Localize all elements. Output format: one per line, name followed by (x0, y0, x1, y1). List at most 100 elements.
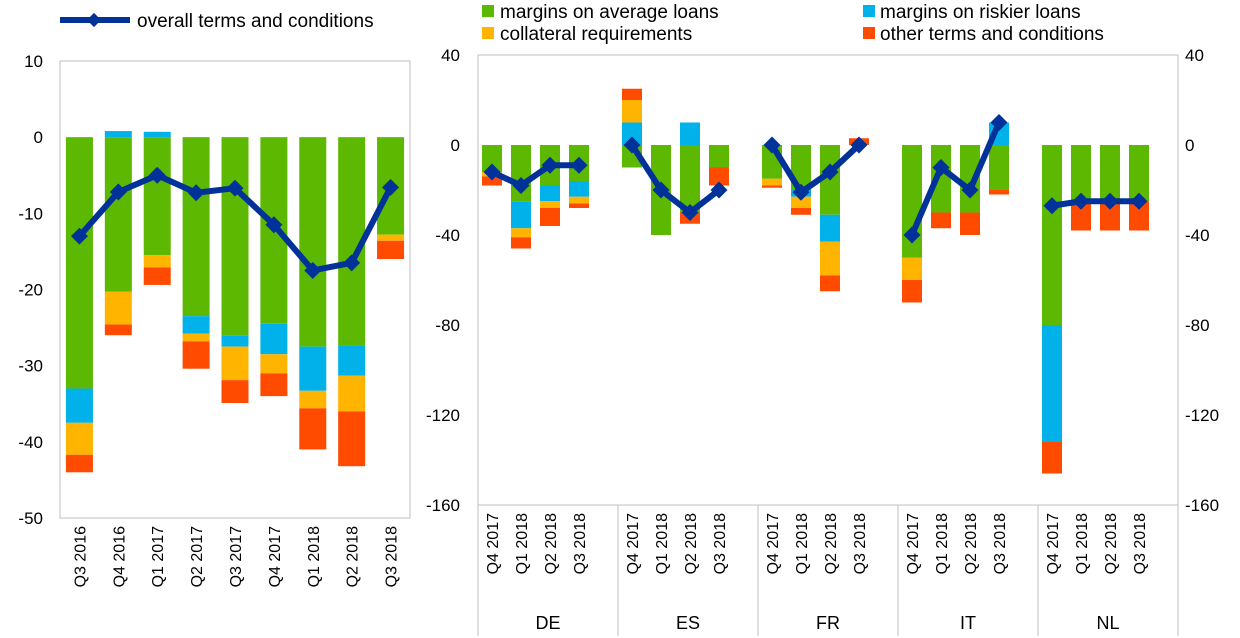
left-bar-margins-avg (182, 137, 210, 317)
right-chart: 40 40 0 0 -40 -40 -80 -80 -120 -120 -160 -160 Q4 201… (426, 46, 1219, 636)
country-label: NL (1096, 613, 1119, 633)
right-es-bar-margins-riskier (680, 122, 700, 145)
right-overall-es-marker (623, 136, 641, 154)
legend-label-collateral: collateral requirements (500, 24, 692, 45)
left-xtick-label: Q2 2018 (345, 526, 362, 587)
right-overall-it-marker (961, 181, 979, 199)
right-xtick-label: Q1 2018 (654, 513, 671, 574)
right-nl-bar-other (1129, 201, 1149, 231)
right-nl-bar-other (1071, 201, 1091, 231)
legend-label-other: other terms and conditions (880, 24, 1104, 45)
right-xtick-label: Q1 2018 (794, 513, 811, 574)
right-ytick-label-right: -120 (1185, 406, 1219, 425)
right-de-bar-other (511, 237, 531, 249)
right-de-bar-other (569, 203, 589, 208)
right-it-bar-margins-avg (931, 145, 951, 213)
right-it-bar-other (902, 280, 922, 303)
right-it-bar-margins-avg (960, 145, 980, 213)
right-nl-bar-margins-avg (1129, 145, 1149, 202)
right-overall-nl-line (1051, 198, 1139, 209)
right-ytick-label-left: -160 (426, 496, 460, 515)
right-overall-it-line (909, 121, 1002, 237)
right-nl-bar-margins-riskier (1042, 325, 1062, 442)
right-xtick-label: Q4 2017 (625, 513, 642, 574)
right-ytick-label-left: -120 (426, 406, 460, 425)
right-de-bar-collateral (569, 196, 589, 204)
right-xtick-label: Q2 2018 (823, 513, 840, 574)
right-ytick-label-right: -80 (1185, 316, 1210, 335)
left-ytick-label: 10 (24, 52, 43, 71)
right-nl-bar-other (1042, 442, 1062, 474)
right-fr-bar-other (762, 185, 782, 188)
left-overall-marker (304, 261, 322, 279)
legend-item-other: other terms and conditions (863, 24, 1104, 45)
left-xtick-label: Q3 2017 (228, 526, 245, 587)
left-xtick-label: Q3 2016 (72, 526, 89, 587)
left-overall-marker (226, 179, 244, 197)
right-es-bar-collateral (622, 100, 642, 123)
left-bar-other (338, 411, 366, 467)
legend-swatch-other (863, 27, 875, 39)
left-bar-margins-riskier (104, 131, 132, 138)
left-bar-margins-riskier (260, 323, 288, 355)
left-bar-margins-avg (65, 137, 93, 389)
left-bar-collateral (65, 422, 93, 455)
right-xtick-label: Q2 2018 (683, 513, 700, 574)
country-label: IT (960, 613, 976, 633)
right-overall-es-line (629, 143, 721, 216)
right-fr-bar-margins-riskier (820, 214, 840, 242)
right-xtick-label: Q2 2018 (543, 513, 560, 574)
left-overall-marker (265, 216, 283, 234)
right-overall-it-marker (903, 226, 921, 244)
legend-swatch-margins-riskier (863, 5, 875, 17)
right-es-bar-other (709, 167, 729, 186)
right-ytick-label-left: -40 (435, 226, 460, 245)
country-label: ES (676, 613, 700, 633)
right-xtick-label: Q1 2018 (1074, 513, 1091, 574)
right-it-bar-other (931, 212, 951, 229)
country-label: DE (535, 613, 560, 633)
right-overall-fr-marker (792, 183, 810, 201)
left-xtick-label: Q1 2017 (150, 526, 167, 587)
left-bar-collateral (377, 234, 405, 241)
right-de-bar-other (540, 208, 560, 226)
right-xtick-label: Q3 2018 (992, 513, 1009, 574)
left-bar-other (104, 324, 132, 336)
left-overall-marker (343, 254, 361, 272)
left-bar-collateral (338, 375, 366, 412)
left-bar-other (65, 454, 93, 473)
legend-swatch-collateral (482, 27, 494, 39)
left-ytick-label: -40 (18, 433, 43, 452)
legend-item-margins-riskier: margins on riskier loans (863, 2, 1081, 23)
right-de-bar-margins-riskier (540, 185, 560, 202)
left-overall-marker (70, 227, 88, 245)
left-bar-margins-avg (143, 137, 171, 256)
right-it-bar-other (989, 190, 1009, 195)
right-fr-bar-other (791, 208, 811, 215)
right-de-bar-collateral (540, 201, 560, 208)
right-overall-de-marker (570, 156, 588, 174)
left-bar-other (377, 240, 405, 260)
right-ytick-label-left: 40 (441, 46, 460, 65)
right-de-bar-margins-avg (482, 145, 502, 172)
left-plot-frame (59, 60, 411, 519)
left-overall-marker (148, 166, 166, 184)
right-nl-bar-margins-avg (1042, 145, 1062, 325)
left-bar-other (221, 380, 249, 403)
right-overall-es-marker (681, 204, 699, 221)
right-fr-bar-collateral (791, 196, 811, 208)
right-it-bar-other (960, 212, 980, 235)
right-plot-frame (477, 54, 1179, 506)
legend-item-collateral: collateral requirements (482, 24, 692, 45)
left-xtick-label: Q3 2018 (384, 526, 401, 587)
right-overall-fr-marker (763, 136, 781, 154)
right-ytick-label-right: 40 (1185, 46, 1204, 65)
left-bar-collateral (260, 354, 288, 374)
right-xtick-label: Q3 2018 (572, 513, 589, 574)
legend-item-overall: overall terms and conditions (60, 11, 374, 32)
right-overall-de-marker (483, 163, 501, 181)
right-xtick-label: Q2 2018 (1103, 513, 1120, 574)
right-de-bar-collateral (511, 228, 531, 238)
right-ytick-label-right: -40 (1185, 226, 1210, 245)
right-xtick-label: Q3 2018 (1132, 513, 1149, 574)
